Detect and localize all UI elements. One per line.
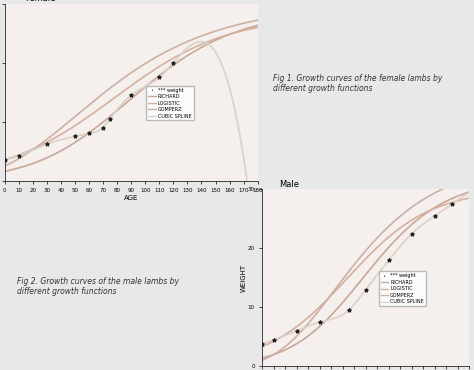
Legend: *** weight, RICHARD, LOGISTIC, GOMPERZ, CUBIC SPLINE: *** weight, RICHARD, LOGISTIC, GOMPERZ, …	[379, 272, 426, 306]
Point	[106, 116, 114, 122]
Point	[293, 328, 301, 334]
Point	[408, 231, 416, 236]
Point	[155, 74, 163, 80]
Point	[431, 213, 438, 219]
Point	[43, 141, 51, 147]
Point	[128, 92, 135, 98]
Point	[170, 60, 177, 65]
Text: Male: Male	[279, 180, 299, 189]
Text: Fig 2. Growth curves of the male lambs by
different growth functions: Fig 2. Growth curves of the male lambs b…	[18, 277, 179, 296]
Point	[100, 125, 107, 131]
Point	[85, 131, 93, 137]
Y-axis label: WEIGHT: WEIGHT	[240, 264, 246, 292]
Point	[316, 319, 324, 325]
Point	[258, 341, 266, 347]
Point	[15, 153, 23, 159]
X-axis label: AGE: AGE	[124, 195, 138, 201]
Legend: *** weight, RICHARD, LOGISTIC, GOMPERZ, CUBIC SPLINE: *** weight, RICHARD, LOGISTIC, GOMPERZ, …	[146, 86, 194, 121]
Point	[448, 201, 456, 207]
Point	[1, 157, 9, 163]
Point	[345, 307, 352, 313]
Text: Fig 1. Growth curves of the female lambs by
different growth functions: Fig 1. Growth curves of the female lambs…	[273, 74, 442, 93]
Point	[270, 337, 278, 343]
Point	[362, 287, 370, 293]
Point	[71, 134, 79, 139]
Point	[385, 257, 392, 263]
Text: Female: Female	[25, 0, 55, 3]
